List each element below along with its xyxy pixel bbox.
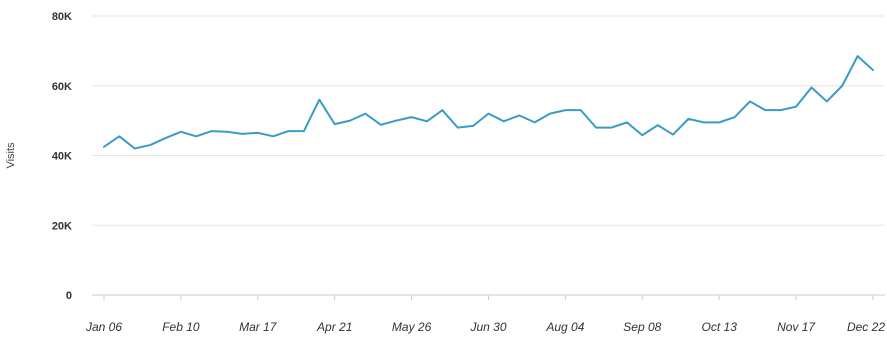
data-point[interactable] (378, 122, 384, 128)
data-point[interactable] (609, 125, 615, 131)
y-tick-label: 20K (52, 220, 72, 232)
data-point[interactable] (870, 67, 876, 73)
label-layer: 0 20K 40K 60K 80K Jan 06 Feb 10 Mar 17 Apr 21 May… (5, 11, 885, 334)
data-point[interactable] (486, 111, 492, 117)
data-point[interactable] (501, 118, 507, 124)
x-tick-label: Apr 21 (316, 320, 352, 334)
data-point[interactable] (178, 129, 184, 135)
data-point[interactable] (362, 111, 368, 117)
data-point[interactable] (516, 112, 522, 118)
x-tick-label: Aug 04 (545, 320, 584, 334)
data-point[interactable] (793, 104, 799, 110)
data-point[interactable] (685, 116, 691, 122)
data-point[interactable] (732, 114, 738, 120)
data-point[interactable] (347, 118, 353, 124)
data-point[interactable] (824, 98, 830, 104)
data-point[interactable] (393, 118, 399, 124)
y-tick-label: 80K (52, 11, 72, 23)
data-point[interactable] (132, 146, 138, 152)
data-point[interactable] (224, 129, 230, 135)
series-layer (101, 53, 876, 152)
data-point[interactable] (439, 107, 445, 113)
data-point[interactable] (239, 131, 245, 137)
data-point[interactable] (778, 107, 784, 113)
data-point[interactable] (193, 133, 199, 139)
y-tick-label: 0 (66, 290, 72, 302)
axis-layer (92, 294, 885, 300)
x-tick-label: Jan 06 (85, 320, 122, 334)
data-point[interactable] (808, 84, 814, 90)
data-point[interactable] (593, 125, 599, 131)
data-point[interactable] (270, 133, 276, 139)
data-point[interactable] (762, 107, 768, 113)
data-point[interactable] (547, 111, 553, 117)
data-point[interactable] (455, 125, 461, 131)
data-point[interactable] (624, 119, 630, 125)
data-point[interactable] (701, 119, 707, 125)
x-tick-label: Jun 30 (469, 320, 506, 334)
data-point[interactable] (424, 118, 430, 124)
grid-layer (92, 15, 885, 226)
y-tick-label: 40K (52, 151, 72, 163)
data-point[interactable] (147, 142, 153, 148)
data-point[interactable] (116, 133, 122, 139)
x-tick-label: Oct 13 (702, 320, 738, 334)
data-point[interactable] (716, 119, 722, 125)
x-tick-label: May 26 (392, 320, 432, 334)
x-tick-label: Feb 10 (162, 320, 200, 334)
data-point[interactable] (578, 107, 584, 113)
data-point[interactable] (163, 135, 169, 141)
data-point[interactable] (562, 107, 568, 113)
data-point[interactable] (532, 119, 538, 125)
data-point[interactable] (409, 114, 415, 120)
x-tick-label: Sep 08 (623, 320, 661, 334)
y-tick-label: 60K (52, 81, 72, 93)
data-point[interactable] (839, 83, 845, 89)
data-point[interactable] (332, 121, 338, 127)
data-point[interactable] (209, 128, 215, 134)
data-point[interactable] (747, 98, 753, 104)
data-point[interactable] (316, 97, 322, 103)
data-point[interactable] (855, 53, 861, 59)
x-tick-label: Dec 22 (847, 320, 885, 334)
y-axis-label: Visits (5, 142, 17, 169)
x-tick-label: Mar 17 (239, 320, 278, 334)
series-line-visits (103, 55, 874, 150)
data-point[interactable] (639, 132, 645, 138)
x-tick-label: Nov 17 (777, 320, 816, 334)
data-point[interactable] (101, 144, 107, 150)
data-point[interactable] (470, 123, 476, 129)
data-point[interactable] (255, 130, 261, 136)
data-point[interactable] (670, 132, 676, 138)
data-point[interactable] (286, 128, 292, 134)
data-point[interactable] (301, 128, 307, 134)
data-point[interactable] (655, 122, 661, 128)
